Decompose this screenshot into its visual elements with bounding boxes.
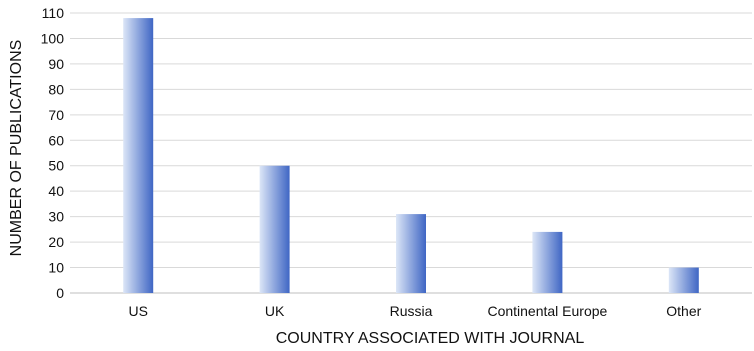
bar-uk — [259, 165, 290, 293]
gridlines — [70, 12, 752, 294]
x-tick-label: UK — [265, 303, 285, 319]
bar-continental-europe — [532, 231, 563, 293]
y-tick-label: 0 — [56, 285, 64, 301]
y-tick-label: 50 — [48, 158, 64, 174]
y-axis-title: NUMBER OF PUBLICATIONS — [8, 40, 25, 257]
y-tick-label: 110 — [42, 5, 65, 21]
bar-other — [668, 267, 699, 293]
y-tick-label: 60 — [48, 132, 64, 148]
y-tick-label: 100 — [41, 30, 65, 46]
y-tick-label: 90 — [48, 56, 64, 72]
bars — [123, 18, 699, 293]
y-tick-label: 10 — [48, 260, 64, 276]
y-tick-label: 70 — [48, 107, 64, 123]
y-tick-label: 80 — [48, 81, 64, 97]
bar-russia — [396, 214, 426, 293]
y-tick-label: 30 — [48, 209, 64, 225]
x-axis-ticks: US UK Russia Continental Europe Other — [128, 303, 701, 319]
y-tick-label: 20 — [48, 234, 64, 250]
x-axis-title: COUNTRY ASSOCIATED WITH JOURNAL — [276, 330, 585, 347]
y-axis-ticks: 0 10 20 30 40 50 60 70 80 90 100 110 — [41, 5, 65, 301]
x-tick-label: Continental Europe — [487, 303, 607, 319]
x-tick-label: US — [128, 303, 147, 319]
x-tick-label: Russia — [390, 303, 433, 319]
y-tick-label: 40 — [48, 183, 64, 199]
bar-us — [123, 18, 154, 293]
x-tick-label: Other — [666, 303, 701, 319]
